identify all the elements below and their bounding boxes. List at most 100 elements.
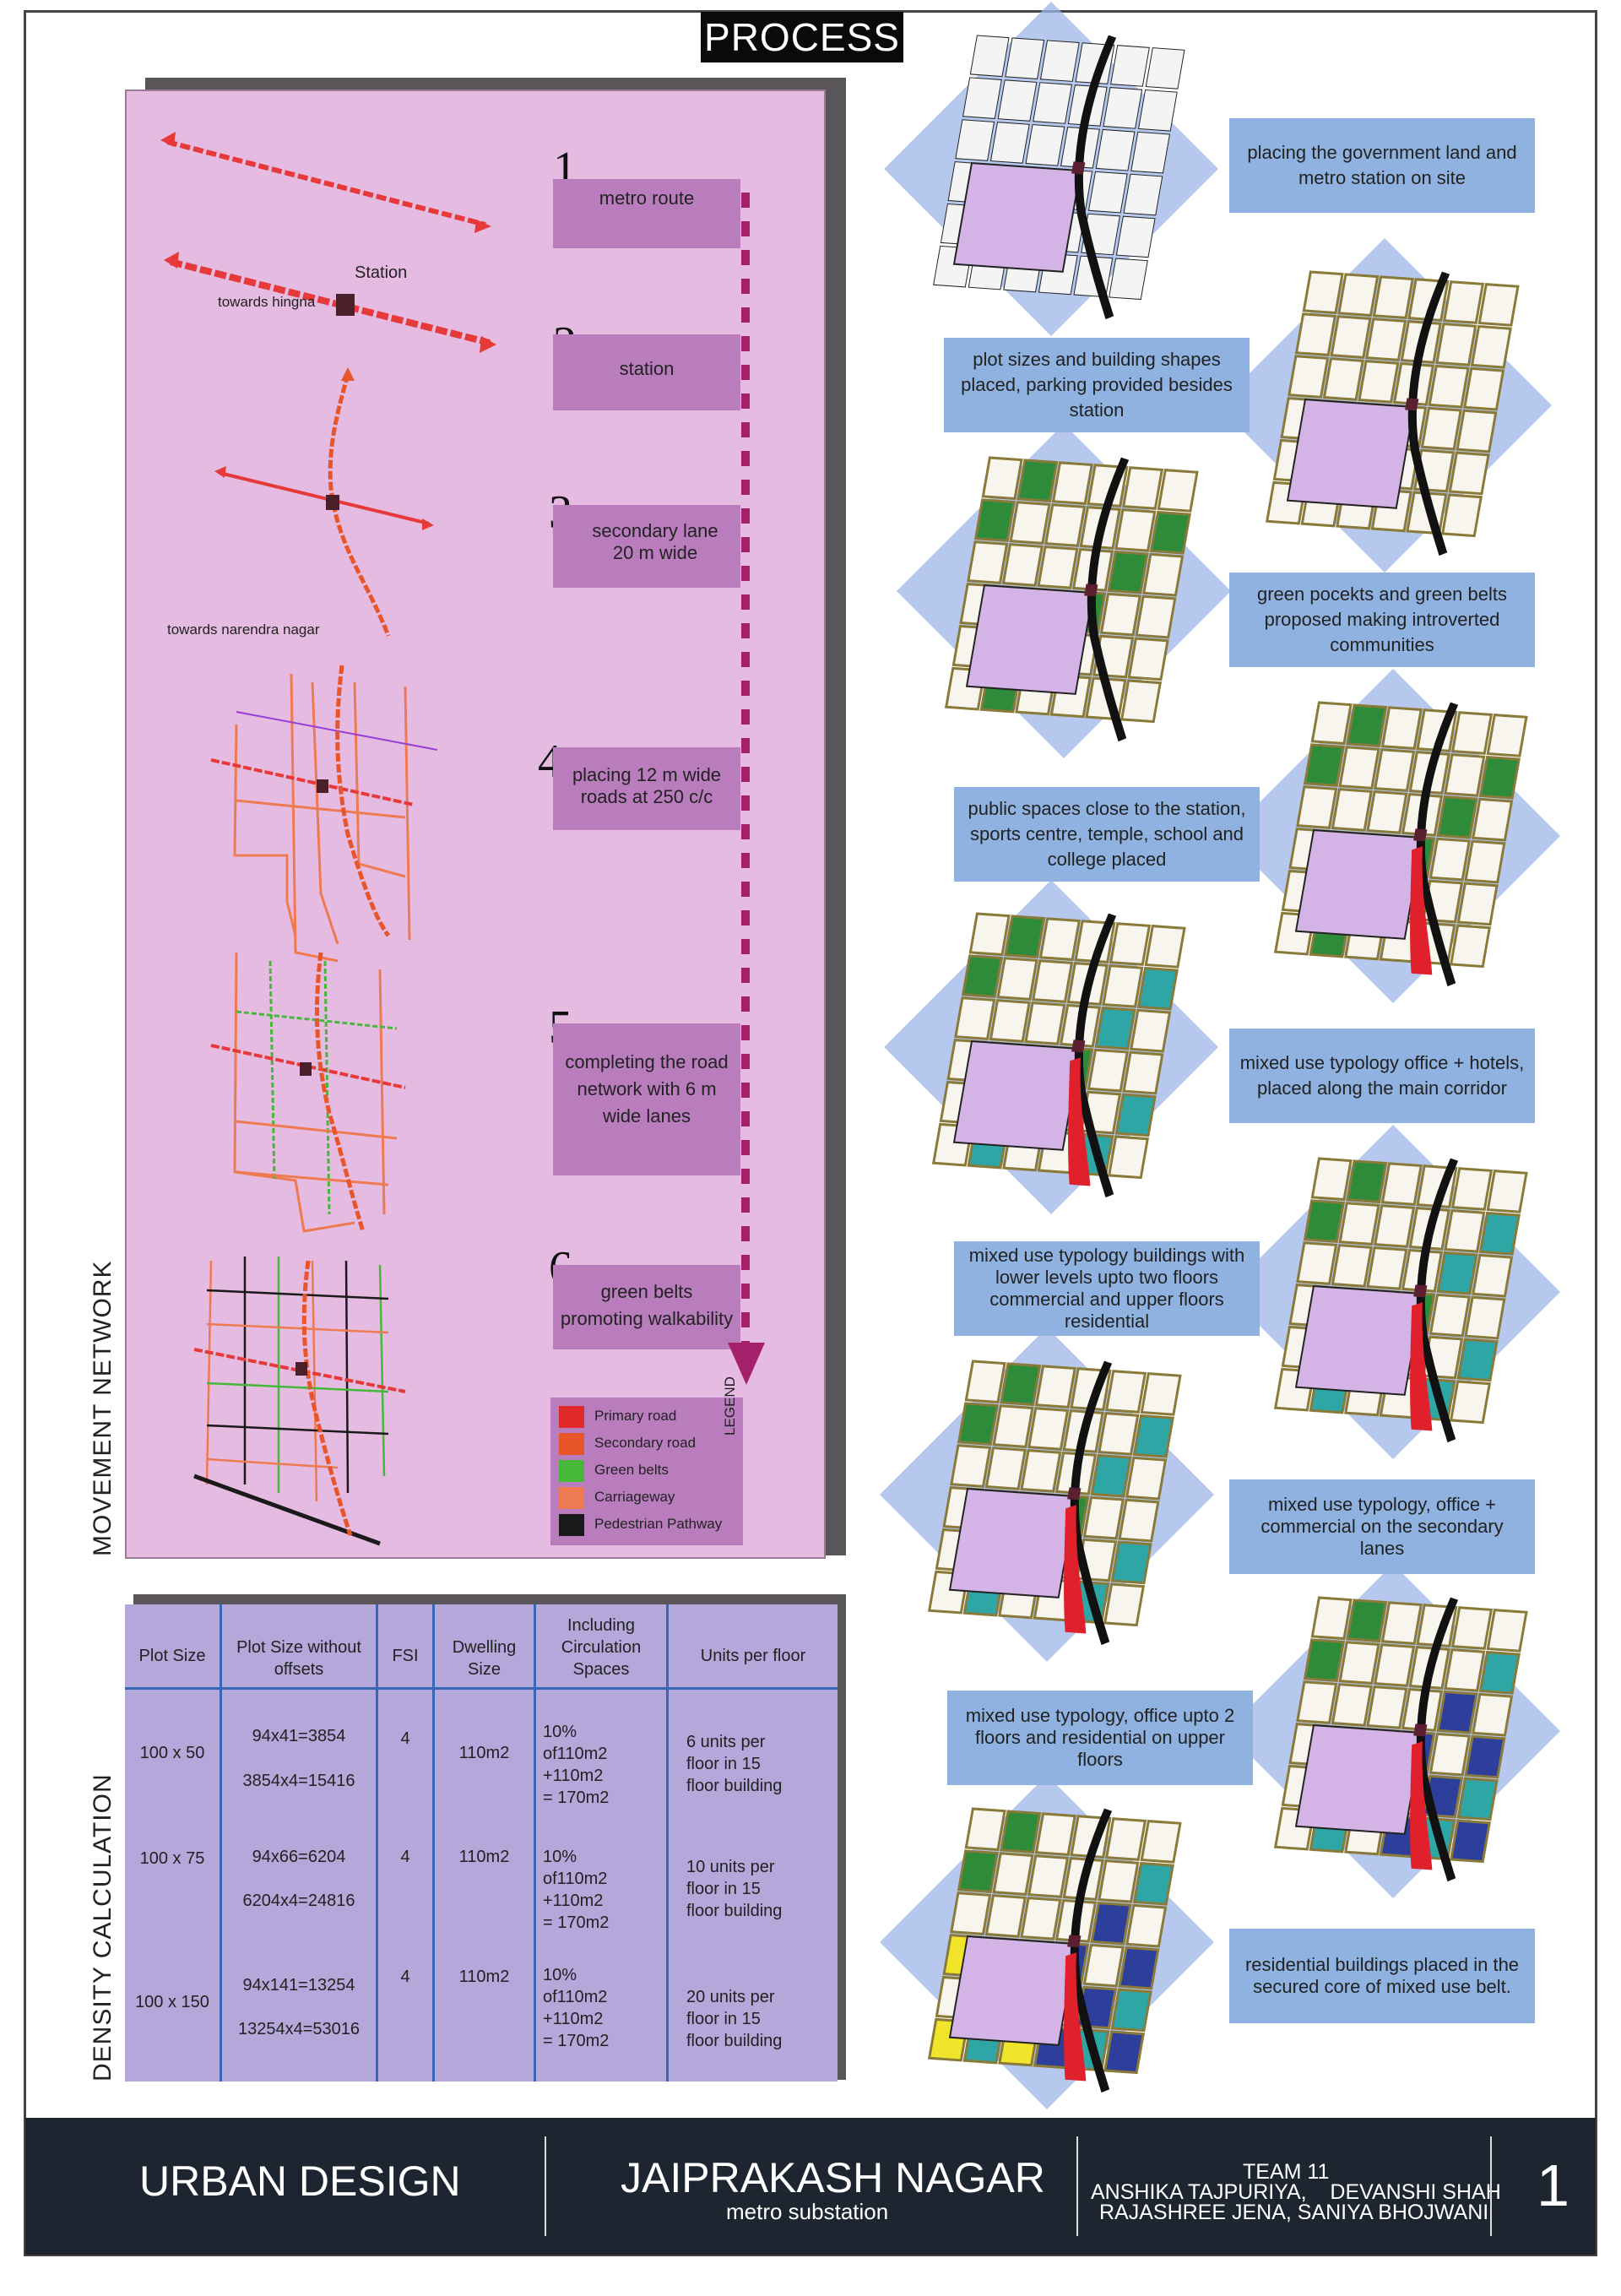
process-caption: placing the government land and metro st… bbox=[1229, 118, 1535, 213]
table-cell: 94x41=3854 bbox=[252, 1727, 346, 1745]
movement-network-label: MOVEMENT NETWORK bbox=[89, 1260, 117, 1556]
table-col-divider bbox=[432, 1604, 435, 2082]
secondary-lane-diagram bbox=[214, 367, 434, 637]
density-calculation-label: DENSITY CALCULATION bbox=[89, 1773, 117, 2082]
table-col-divider bbox=[534, 1604, 536, 2082]
footer-divider bbox=[1490, 2136, 1492, 2236]
footer-divider bbox=[545, 2136, 546, 2236]
process-caption: public spaces close to the station, spor… bbox=[954, 787, 1260, 882]
table-cell: 94x66=6204 bbox=[252, 1848, 346, 1866]
table-header-cell: Units per floor bbox=[700, 1647, 806, 1665]
process-caption: mixed use typology, office upto 2 floors… bbox=[947, 1691, 1253, 1785]
step-label: secondary lane 20 m wide bbox=[553, 505, 740, 588]
legend-swatch bbox=[559, 1514, 584, 1536]
page-frame bbox=[24, 10, 1597, 2256]
table-header-divider bbox=[125, 1687, 838, 1690]
process-caption: mixed use typology, office + commercial … bbox=[1229, 1479, 1535, 1574]
towards-narendra-nagar-label: towards narendra nagar bbox=[167, 621, 320, 638]
legend-swatch bbox=[559, 1406, 584, 1428]
table-cell: 110m2 bbox=[458, 1968, 510, 1986]
footer: URBAN DESIGN JAIPRAKASH NAGAR metro subs… bbox=[25, 2118, 1596, 2255]
table-cell: 6204x4=24816 bbox=[242, 1892, 355, 1910]
table-cell: 94x141=13254 bbox=[242, 1976, 355, 1995]
step-text: metro route bbox=[599, 187, 695, 209]
process-caption: plot sizes and building shapes placed, p… bbox=[944, 338, 1250, 432]
site-plan-map bbox=[1273, 1157, 1528, 1443]
page-title: PROCESS bbox=[701, 12, 903, 62]
table-cell: 10% of110m2 +110m2 = 170m2 bbox=[543, 1723, 610, 1807]
site-plan-map bbox=[927, 1807, 1182, 2093]
site-plan-map bbox=[933, 35, 1185, 320]
legend-label: Pedestrian Pathway bbox=[594, 1516, 723, 1532]
table-cell: 4 bbox=[400, 1848, 410, 1866]
footer-divider bbox=[1076, 2136, 1078, 2236]
table-cell: 110m2 bbox=[458, 1744, 510, 1762]
table-cell: 4 bbox=[400, 1729, 410, 1748]
table-cell: 10 units per floor in 15 floor building bbox=[686, 1858, 783, 1920]
legend-label: Carriageway bbox=[594, 1489, 675, 1505]
metro-route-diagram bbox=[160, 132, 491, 233]
step-text: station bbox=[619, 358, 675, 379]
step-text: green belts promoting walkability bbox=[560, 1281, 734, 1329]
table-cell: 13254x4=53016 bbox=[237, 2020, 361, 2038]
table-cell: 6 units per floor in 15 floor building bbox=[686, 1733, 783, 1795]
step-label: metro route bbox=[553, 179, 740, 248]
arrow-down-icon bbox=[728, 1343, 765, 1385]
table-cell: 3854x4=15416 bbox=[242, 1772, 355, 1790]
step-text: placing 12 m wide roads at 250 c/c bbox=[572, 764, 722, 807]
twelve-m-roads-diagram bbox=[210, 665, 438, 963]
site-plan-map bbox=[927, 1360, 1182, 1646]
table-header-cell: Plot Size bbox=[138, 1647, 206, 1665]
towards-hingna-label: towards hingna bbox=[218, 294, 316, 310]
table-header-cell: Plot Size without offsets bbox=[236, 1638, 361, 1679]
process-caption: residential buildings placed in the secu… bbox=[1229, 1929, 1535, 2023]
table-header-cell: FSI bbox=[392, 1647, 419, 1665]
process-dashed-arrow bbox=[741, 193, 750, 1345]
footer-team-members: RAJASHREE JENA, SANIYA BHOJWANI bbox=[1099, 2201, 1489, 2224]
legend-label: Primary road bbox=[594, 1408, 677, 1424]
page-number: 1 bbox=[1537, 2152, 1569, 2218]
table-cell: 100 x 75 bbox=[139, 1849, 205, 1868]
step-text: secondary lane 20 m wide bbox=[592, 520, 718, 563]
legend-label: Secondary road bbox=[594, 1435, 697, 1451]
green-belts-diagram bbox=[193, 1257, 406, 1546]
process-caption: mixed use typology office + hotels, plac… bbox=[1229, 1029, 1535, 1123]
table-cell: 10% of110m2 +110m2 = 170m2 bbox=[543, 1966, 610, 2050]
table-col-divider bbox=[376, 1604, 378, 2082]
footer-team-title: TEAM 11 bbox=[1243, 2160, 1330, 2184]
legend-swatch bbox=[559, 1487, 584, 1509]
step-label: completing the road network with 6 m wid… bbox=[553, 1023, 740, 1175]
step-label: placing 12 m wide roads at 250 c/c bbox=[553, 747, 740, 830]
station-label: Station bbox=[355, 263, 408, 282]
legend-label: Green belts bbox=[594, 1462, 669, 1478]
footer-title-left: URBAN DESIGN bbox=[139, 2158, 461, 2205]
site-plan-map bbox=[1273, 1596, 1528, 1882]
table-header-cell: Dwelling Size bbox=[452, 1638, 517, 1679]
footer-team-members: ANSHIKA TAJPURIYA, DEVANSHI SHAH bbox=[1091, 2180, 1501, 2204]
footer-project-title: JAIPRAKASH NAGAR bbox=[621, 2154, 1045, 2201]
site-plan-map bbox=[1273, 701, 1528, 987]
table-cell: 10% of110m2 +110m2 = 170m2 bbox=[543, 1848, 610, 1932]
legend: Primary road Secondary road Green belts … bbox=[550, 1398, 743, 1545]
legend-swatch bbox=[559, 1460, 584, 1482]
table-cell: 110m2 bbox=[458, 1848, 510, 1866]
table-cell: 100 x 150 bbox=[135, 1993, 209, 2011]
six-m-lanes-diagram bbox=[210, 952, 406, 1233]
process-caption: green pocekts and green belts proposed m… bbox=[1229, 573, 1535, 667]
table-header-cell: Including Circulation Spaces bbox=[561, 1616, 642, 1679]
process-caption: mixed use typology buildings with lower … bbox=[954, 1241, 1260, 1336]
footer-project-subtitle: metro substation bbox=[726, 2199, 889, 2224]
table-cell: 100 x 50 bbox=[139, 1744, 205, 1762]
density-table: Plot Size Plot Size without offsets FSI … bbox=[125, 1604, 838, 2082]
legend-title: LEGEND bbox=[722, 1376, 738, 1436]
station-diagram bbox=[164, 252, 496, 353]
site-plan-map bbox=[1265, 270, 1520, 556]
table-cell: 20 units per floor in 15 floor building bbox=[686, 1988, 783, 2050]
table-col-divider bbox=[220, 1604, 222, 2082]
step-label: green belts promoting walkability bbox=[553, 1265, 740, 1349]
site-plan-map bbox=[944, 456, 1199, 742]
site-plan-map bbox=[931, 912, 1186, 1198]
table-col-divider bbox=[666, 1604, 669, 2082]
step-label: station bbox=[553, 334, 740, 410]
legend-swatch bbox=[559, 1433, 584, 1455]
